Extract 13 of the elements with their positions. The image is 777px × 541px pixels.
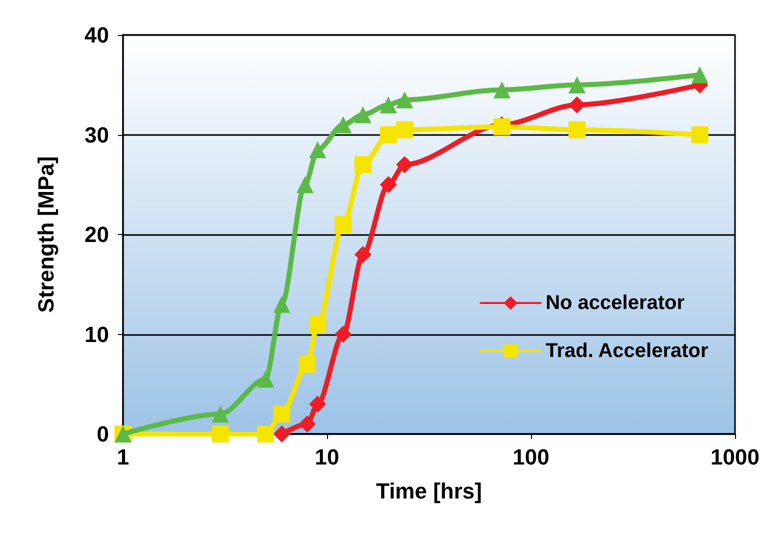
- y-axis-title: Strength [MPa]: [34, 156, 58, 313]
- x-tick-label: 1: [116, 444, 130, 470]
- y-tick-label: 40: [84, 22, 109, 48]
- y-tick-label: 10: [84, 322, 109, 347]
- x-tick-label: 10: [314, 444, 340, 470]
- y-tick-label: 0: [96, 422, 109, 446]
- x-axis-title: Time [hrs]: [376, 478, 482, 504]
- legend-label: Trad. Accelerator: [546, 340, 708, 362]
- y-tick-label: 20: [84, 222, 109, 247]
- y-tick-label: 30: [84, 122, 109, 148]
- x-tick-label: 100: [512, 444, 550, 470]
- x-tick-label: 1000: [710, 444, 760, 470]
- legend-label: No accelerator: [546, 292, 685, 314]
